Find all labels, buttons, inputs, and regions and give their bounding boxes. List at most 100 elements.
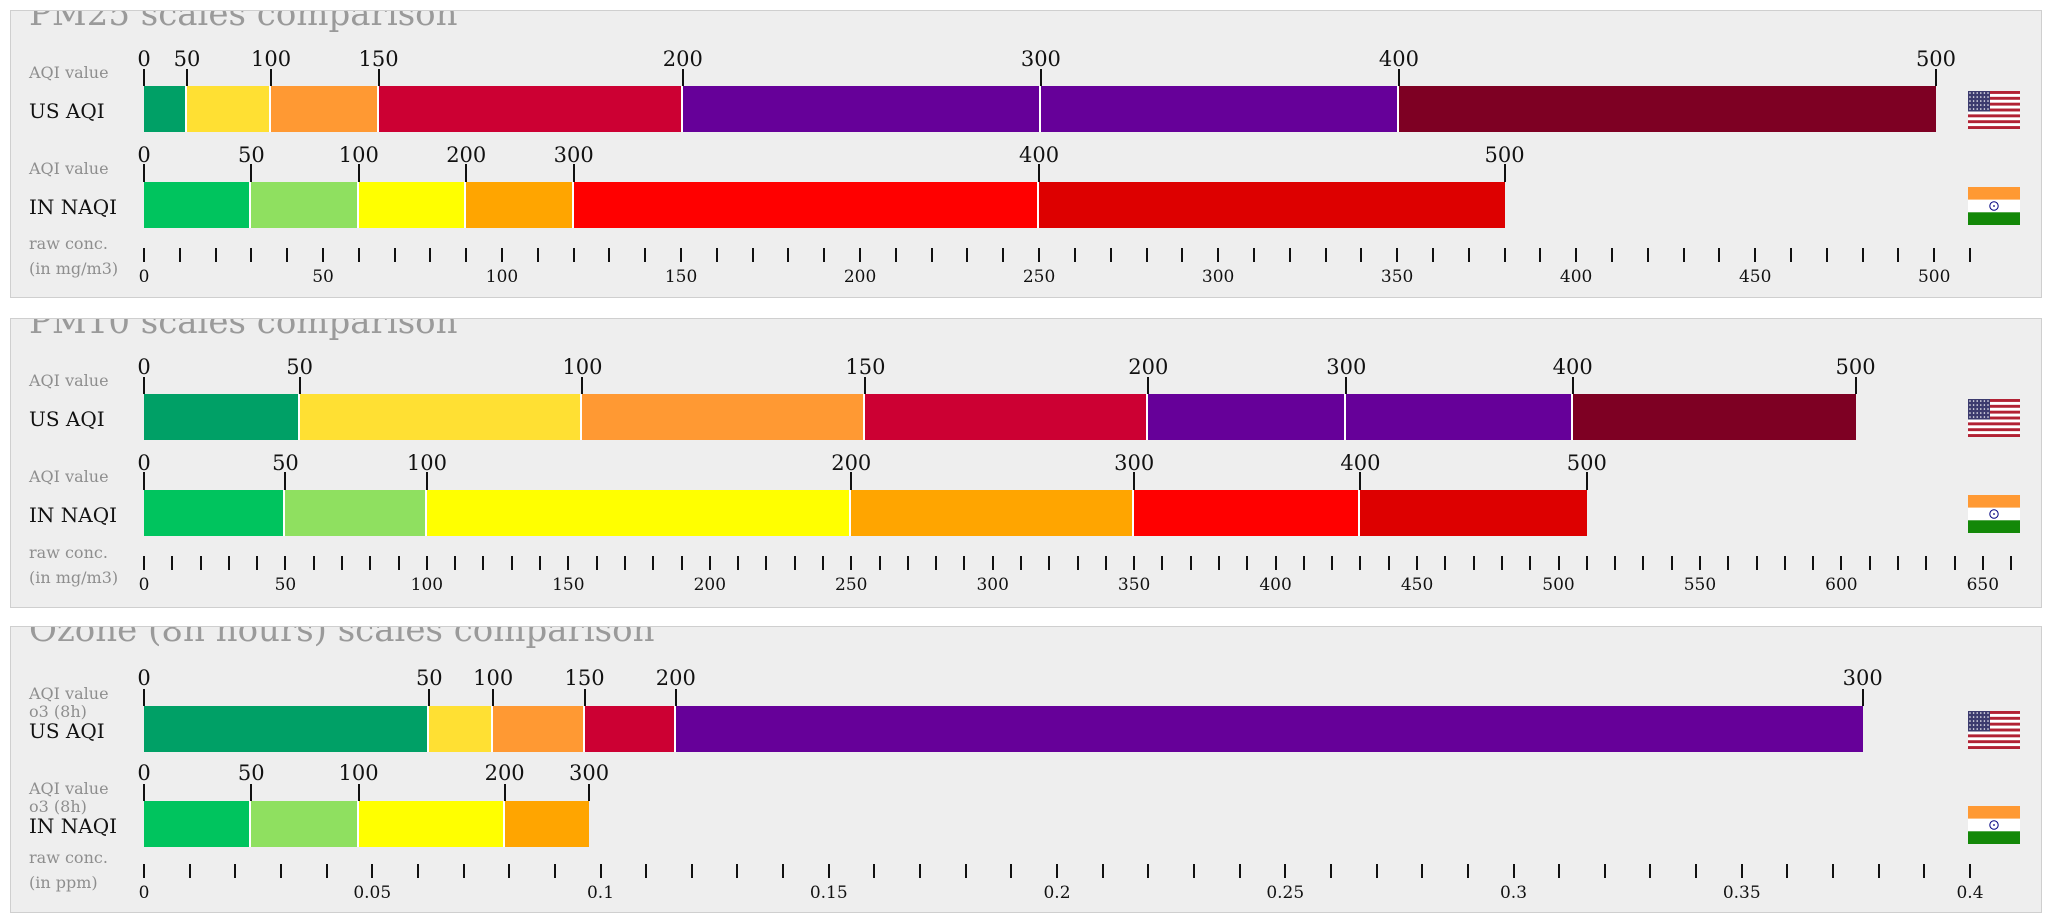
scale-segment — [675, 706, 1863, 752]
axis-tick — [171, 556, 174, 570]
axis-tick — [322, 248, 325, 262]
breakpoint-label: 400 — [1552, 355, 1593, 379]
axis-tick — [227, 556, 230, 570]
breakpoint-tick — [1861, 689, 1864, 706]
axis-tick — [966, 248, 969, 262]
axis-tick — [1056, 864, 1058, 878]
breakpoint-tick — [143, 69, 145, 86]
breakpoint-label: 400 — [1378, 47, 1419, 71]
axis-tick — [1646, 248, 1649, 262]
axis-tick — [539, 556, 542, 570]
axis-tick — [536, 248, 539, 262]
us-flag-icon — [1968, 711, 2020, 749]
axis-tick — [1324, 248, 1327, 262]
axis-tick-label: 300 — [1201, 267, 1235, 287]
breakpoint-label: 50 — [415, 666, 443, 690]
scale-segment — [865, 394, 1149, 440]
panel-2: PM10 scales comparison AQI value US AQI 0 50… — [10, 318, 2042, 608]
axis-tick — [1868, 556, 1871, 570]
breakpoint-label: 150 — [358, 47, 399, 71]
breakpoint-tick — [377, 69, 380, 86]
breakpoint-label: 50 — [286, 355, 313, 379]
axis-tick — [1252, 248, 1255, 262]
breakpoint-label: 200 — [484, 761, 525, 785]
scale-segment — [1572, 394, 1856, 440]
breakpoint-tick — [1345, 377, 1348, 394]
scale-segment — [682, 86, 1041, 132]
axis-tick-label: 650 — [1966, 575, 2000, 595]
axis-tick — [715, 248, 718, 262]
axis-tick — [572, 248, 575, 262]
axis-tick — [964, 864, 967, 878]
breakpoint-tick — [681, 69, 684, 86]
panel-title: Ozone (8h hours) scales comparison — [29, 626, 655, 650]
axis-tick-label: 250 — [835, 575, 868, 595]
axis-tick — [1302, 556, 1305, 570]
breakpoint-tick — [583, 689, 586, 706]
axis-tick — [425, 556, 428, 570]
breakpoint-label: 500 — [1484, 143, 1525, 167]
axis-tick — [1147, 864, 1150, 878]
breakpoint-tick — [357, 784, 360, 801]
axis-tick — [1421, 864, 1424, 878]
axis-tick — [680, 248, 683, 262]
axis-tick — [143, 864, 145, 878]
axis-tick — [1861, 248, 1864, 262]
axis-tick — [369, 556, 372, 570]
axis-tick — [1614, 556, 1617, 570]
axis-tick — [250, 248, 253, 262]
scale-segment — [1346, 394, 1573, 440]
axis-tick — [214, 248, 217, 262]
axis-tick — [1238, 864, 1241, 878]
breakpoint-label: 300 — [1114, 451, 1155, 475]
scale-segment — [1039, 182, 1505, 228]
axis-tick — [1109, 248, 1112, 262]
breakpoint-label: 50 — [272, 451, 299, 475]
axis-tick — [286, 248, 289, 262]
axis-tick-label: 100 — [485, 267, 519, 287]
axis-tick-label: 450 — [1738, 267, 1772, 287]
scale-name: IN NAQI — [29, 503, 117, 527]
breakpoint-label: 100 — [562, 355, 603, 379]
breakpoint-label: 50 — [173, 47, 201, 71]
breakpoint-label: 100 — [338, 143, 379, 167]
axis-tick — [737, 556, 740, 570]
axis-tick-label: 0.35 — [1722, 883, 1761, 903]
axis-tick — [1981, 556, 1984, 570]
breakpoint-tick — [864, 377, 867, 394]
axis-tick — [1360, 248, 1363, 262]
aqi-value-caption: AQI value — [29, 779, 109, 798]
axis-tick-label: 0 — [138, 575, 150, 595]
breakpoint-label: 300 — [569, 761, 610, 785]
axis-tick — [1877, 864, 1880, 878]
axis-tick — [1375, 864, 1378, 878]
axis-tick — [1274, 556, 1277, 570]
axis-tick — [1101, 864, 1104, 878]
scale-name: IN NAQI — [29, 195, 117, 219]
axis-tick — [1288, 248, 1291, 262]
breakpoint-tick — [1503, 164, 1506, 182]
axis-tick — [690, 864, 693, 878]
breakpoint-tick — [428, 689, 431, 706]
axis-tick — [873, 864, 876, 878]
axis-tick — [1512, 864, 1515, 878]
axis-tick — [821, 556, 824, 570]
scale-segment — [851, 490, 1135, 536]
breakpoint-label: 0 — [137, 47, 151, 71]
axis-tick — [1444, 556, 1447, 570]
breakpoint-label: 150 — [564, 666, 605, 690]
axis-tick — [1557, 556, 1560, 570]
breakpoint-label: 50 — [238, 143, 265, 167]
axis-tick — [1698, 556, 1701, 570]
scale-segment — [1148, 394, 1347, 440]
axis-tick — [416, 864, 419, 878]
axis-tick — [878, 556, 881, 570]
axis-tick-label: 350 — [1117, 575, 1151, 595]
axis-tick — [823, 248, 826, 262]
axis-tick — [1161, 556, 1164, 570]
scale-segment — [251, 801, 359, 847]
breakpoint-label: 100 — [338, 761, 379, 785]
axis-tick — [1467, 248, 1470, 262]
axis-tick — [793, 556, 796, 570]
